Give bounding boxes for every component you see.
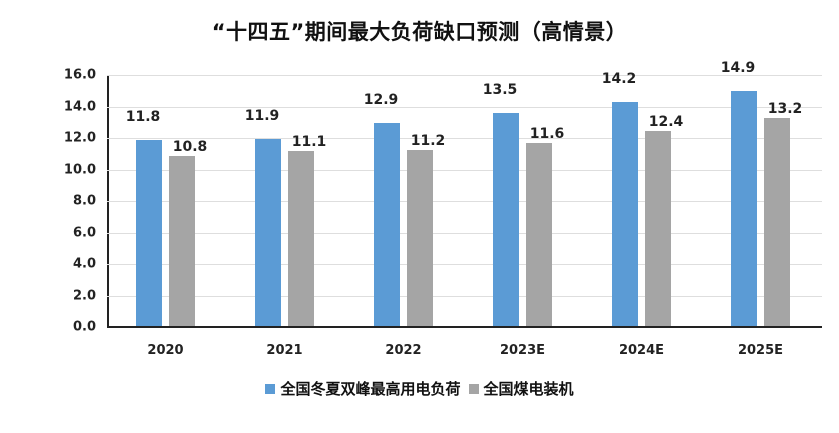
y-tick-label: 16.0 <box>63 67 96 83</box>
data-label: 12.4 <box>648 113 684 130</box>
y-tick-label: 12.0 <box>63 130 96 146</box>
legend-label: 全国煤电装机 <box>483 380 574 398</box>
bar-peak-load-2025E <box>731 91 757 326</box>
x-tick-label: 2025E <box>737 343 784 358</box>
x-tick-label: 2024E <box>618 343 665 358</box>
bar-peak-load-2021 <box>255 138 281 326</box>
gridline <box>107 75 822 76</box>
legend-label: 全国冬夏双峰最高用电负荷 <box>280 380 461 398</box>
data-label: 11.2 <box>410 132 446 149</box>
legend-item-peak-load: 全国冬夏双峰最高用电负荷 <box>265 378 461 399</box>
data-label: 11.9 <box>244 107 280 124</box>
y-tick-label: 8.0 <box>72 193 96 209</box>
gridline <box>107 169 822 171</box>
bar-coal-capacity-2025E <box>764 118 790 326</box>
data-label: 12.9 <box>363 91 399 108</box>
gridline <box>107 138 822 139</box>
bar-coal-capacity-2021 <box>288 151 314 326</box>
data-label: 11.8 <box>125 109 161 126</box>
bar-coal-capacity-2020 <box>169 155 195 326</box>
legend-item-coal-capacity: 全国煤电装机 <box>468 378 574 399</box>
legend-swatch-blue <box>265 383 276 394</box>
gridline <box>107 295 822 297</box>
y-tick-label: 10.0 <box>63 162 96 177</box>
gridline <box>107 106 822 108</box>
data-label: 10.8 <box>172 138 208 155</box>
x-tick-label: 2023E <box>499 343 546 358</box>
legend-swatch-gray <box>468 383 479 394</box>
data-label: 13.5 <box>482 82 518 99</box>
data-label: 11.1 <box>291 134 327 151</box>
bar-coal-capacity-2023E <box>526 143 552 326</box>
plot-area: 11.8 10.8 11.9 11.1 12.9 11.2 13.5 11.6 14.2 12.4… <box>107 60 822 328</box>
legend: 全国冬夏双峰最高用电负荷 全国煤电装机 <box>0 378 839 399</box>
bar-coal-capacity-2022 <box>407 149 433 326</box>
bar-peak-load-2022 <box>374 122 400 326</box>
x-axis-line <box>107 326 822 328</box>
x-tick-label: 2020 <box>147 343 184 358</box>
data-label: 14.2 <box>601 71 637 88</box>
y-tick-label: 2.0 <box>72 288 96 303</box>
gridline <box>107 264 822 265</box>
data-label: 14.9 <box>720 60 756 77</box>
data-label: 13.2 <box>767 101 803 118</box>
y-tick-label: 4.0 <box>72 256 96 272</box>
y-tick-label: 14.0 <box>63 99 96 114</box>
chart-title: “十四五”期间最大负荷缺口预测（高情景） <box>211 20 628 44</box>
x-tick-label: 2021 <box>266 343 303 358</box>
x-tick-label: 2022 <box>385 343 422 358</box>
bar-peak-load-2023E <box>493 113 519 326</box>
bar-peak-load-2020 <box>136 140 162 326</box>
bar-peak-load-2024E <box>612 102 638 326</box>
bar-coal-capacity-2024E <box>645 130 671 326</box>
y-tick-label: 0.0 <box>72 319 96 335</box>
y-tick-label: 6.0 <box>72 225 96 240</box>
gridline <box>107 201 822 202</box>
data-label: 11.6 <box>529 126 565 143</box>
gridline <box>107 232 822 234</box>
